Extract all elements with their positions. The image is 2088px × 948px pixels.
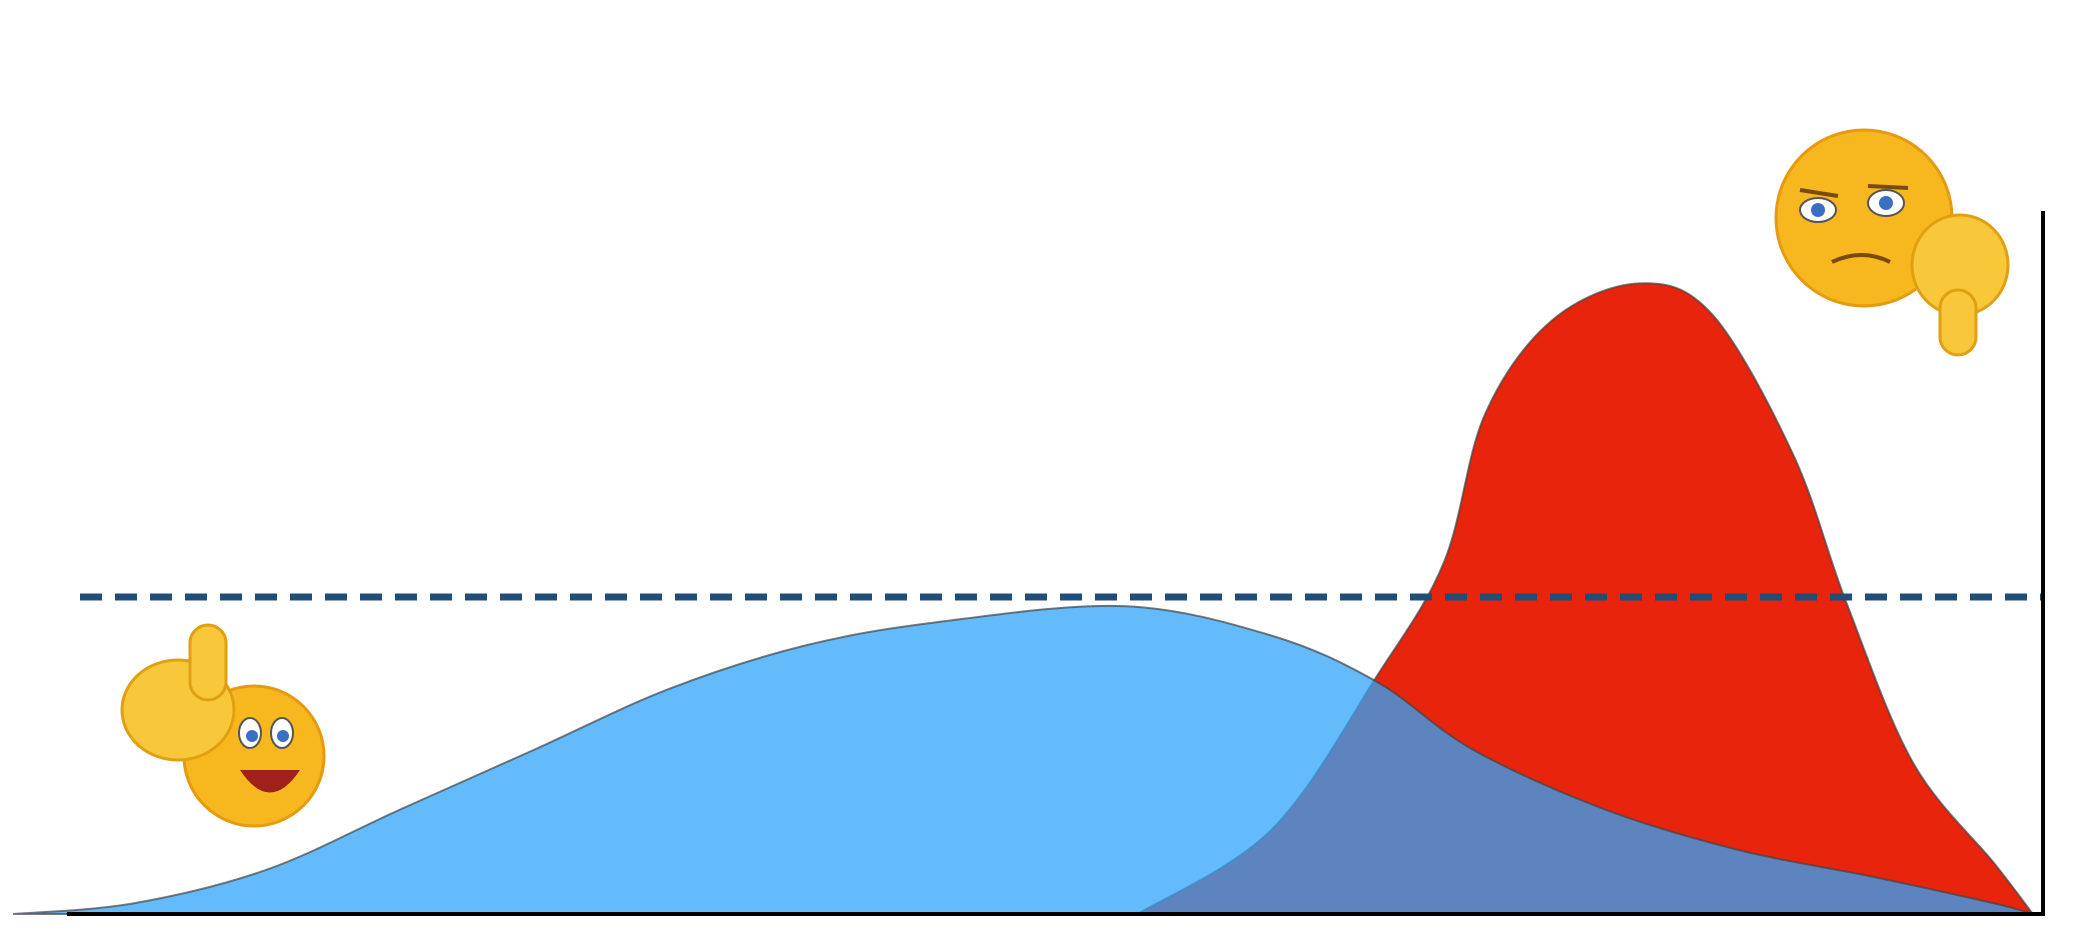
thumbs-down-emoji [1774, 128, 2010, 357]
plot-area [12, 282, 2043, 915]
thumbs-up-emoji [120, 623, 326, 828]
area [12, 604, 2034, 915]
